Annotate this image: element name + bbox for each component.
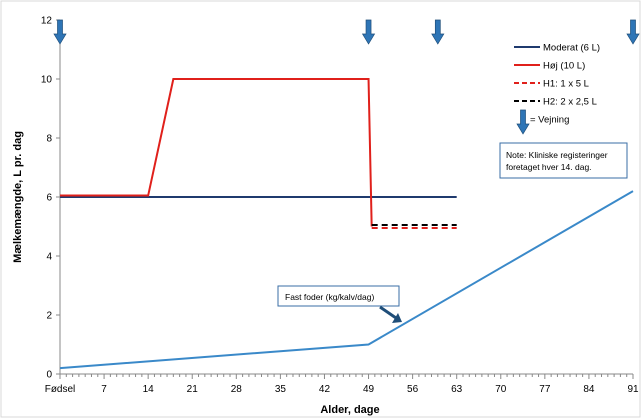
y-tick-label: 4	[46, 252, 52, 263]
weighing-markers	[53, 19, 640, 45]
fast-foder-callout-box	[277, 285, 400, 307]
x-tick-label: 63	[451, 384, 463, 395]
legend-entry-1: Høj (10 L)	[543, 61, 585, 72]
x-tick-label: 77	[539, 384, 551, 395]
tick-labels: 0 2 4 6 8 10 12 Fødsel 7 14 21 28 35 42 49 56 63 70 77 84 91	[41, 16, 639, 396]
x-tick-label: 28	[231, 384, 243, 395]
y-tick-label: 12	[41, 16, 53, 27]
legend-entry-0: Moderat (6 L)	[543, 43, 600, 54]
series-lines	[59, 78, 634, 370]
fast-foder-callout-text: Fast foder (kg/kalv/dag)	[285, 292, 374, 302]
legend-entry-3: H2: 2 x 2,5 L	[543, 97, 597, 108]
x-tick-label: 84	[583, 384, 595, 395]
legend-entry-weighing: = Vejning	[530, 115, 569, 126]
y-tick-label: 8	[46, 134, 52, 145]
x-tick-label: 42	[319, 384, 331, 395]
x-axis-title: Alder, dage	[320, 404, 379, 416]
y-tick-label: 2	[46, 311, 52, 322]
fast-foder-pointer-head	[392, 313, 402, 323]
note-line-0: Note: Kliniske registeringer	[506, 150, 608, 160]
weighing-arrow-2	[431, 19, 445, 45]
x-tick-label: 21	[187, 384, 199, 395]
x-tick-label: Fødsel	[45, 384, 76, 395]
legend-entry-2: H1: 1 x 5 L	[543, 79, 589, 90]
y-tick-label: 0	[46, 370, 52, 381]
annotations: Fast foder (kg/kalv/dag) Note: Kliniske r…	[277, 142, 628, 323]
x-tick-label: 14	[143, 384, 155, 395]
weighing-arrow-3	[626, 19, 640, 45]
x-tick-label: 35	[275, 384, 287, 395]
weighing-arrow-1	[361, 19, 376, 45]
x-tick-label: 49	[363, 384, 375, 395]
legend-weighing-icon	[516, 109, 530, 135]
fast-foder-pointer-arrow	[379, 305, 397, 320]
series-line-1	[60, 78, 373, 227]
x-tick-label: 91	[627, 384, 639, 395]
x-tick-label: 70	[495, 384, 507, 395]
x-tick-label: 56	[407, 384, 419, 395]
x-tick-label: 7	[101, 384, 107, 395]
note-box	[499, 142, 628, 179]
y-axis-title: Mælkemængde, L pr. dag	[12, 131, 24, 263]
note-line-1: foretaget hver 14. dag.	[506, 162, 592, 172]
y-tick-label: 10	[41, 75, 53, 86]
weighing-arrow-0	[53, 19, 67, 45]
series-line-4	[59, 190, 634, 370]
legend: Moderat (6 L) Høj (10 L) H1: 1 x 5 L H2: 2 …	[514, 43, 600, 135]
y-tick-label: 6	[46, 193, 52, 204]
